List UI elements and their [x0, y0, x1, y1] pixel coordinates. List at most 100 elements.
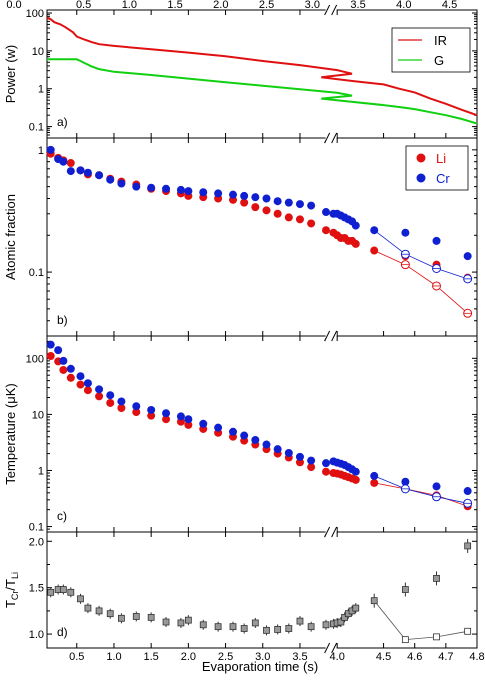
data-point-cr [229, 427, 238, 436]
legend-label-ir: IR [434, 33, 447, 48]
connect-line [374, 475, 468, 504]
data-point-cr [284, 198, 293, 207]
data-point [95, 607, 103, 615]
legend-swatch-cr [416, 173, 426, 183]
data-point-cr [295, 200, 304, 209]
data-point-cr [370, 471, 379, 480]
data-point-cr [229, 190, 238, 199]
bottom-tick-label: 3.0 [255, 651, 270, 663]
data-point-li [322, 467, 331, 476]
bottom-tick-label: 4.8 [469, 651, 484, 663]
data-point-cr [106, 175, 115, 184]
data-point [162, 618, 170, 626]
y-tick-label: 10 [32, 409, 44, 421]
bottom-tick-label: 4.5 [376, 651, 391, 663]
data-point [77, 595, 84, 603]
series-line-ir [46, 16, 478, 117]
data-point [240, 625, 248, 632]
data-point-cr [66, 364, 75, 373]
axis-break-mark [331, 4, 338, 16]
bottom-tick-label: 2.5 [218, 651, 233, 663]
data-point-cr [83, 168, 92, 177]
data-point-cr [66, 167, 75, 176]
axis-break-marks [324, 526, 338, 654]
data-point-cr [251, 193, 260, 202]
data-point-li [95, 392, 104, 401]
data-point-cr [307, 456, 316, 465]
data-point-li [370, 246, 379, 255]
bottom-tick-label: 1.0 [106, 651, 121, 663]
y-tick-label: 100 [26, 8, 44, 20]
data-point-cr [307, 201, 316, 210]
data-point-cr [147, 183, 156, 192]
data-point [296, 617, 304, 625]
data-point-cr [132, 402, 141, 411]
data-point-cr [199, 188, 208, 197]
data-point-cr [162, 184, 171, 193]
data-point-cr [262, 440, 271, 449]
data-point-cr [273, 197, 282, 206]
legend-label-cr: Cr [436, 171, 450, 186]
data-point [199, 621, 207, 629]
top-tick-label: 2.5 [259, 0, 274, 11]
legend-box [391, 27, 471, 73]
data-point-cr [95, 171, 104, 180]
data-point-li [184, 420, 193, 429]
axis-break-mark [324, 526, 331, 538]
legend: Li Cr [405, 145, 469, 191]
data-point-li [370, 478, 379, 487]
data-point [341, 613, 349, 621]
data-point-cr [176, 185, 185, 194]
data-point-li [284, 213, 293, 222]
data-point-li [76, 380, 85, 389]
bottom-tick-label: 4.0 [330, 651, 345, 663]
axis-break-gap [325, 643, 337, 653]
y-axis-label-part: Li [10, 572, 20, 579]
data-point-open [464, 627, 472, 635]
y-tick-label: 1.5 [29, 583, 44, 595]
y-axis-label-part: Cr [10, 591, 20, 601]
data-point-li [117, 404, 126, 413]
y-tick-label: 100 [26, 353, 44, 365]
panel-letter: d) [57, 625, 68, 639]
top-tick-label: 4.5 [442, 0, 457, 11]
data-point-cr [162, 409, 171, 418]
data-point [47, 588, 55, 596]
panel-d-temperature-ratio: 1.0 1.5 2.0 d) TCr/TLi [3, 526, 478, 654]
data-point-cr [59, 157, 68, 166]
y-tick-label: 0.1 [29, 122, 44, 134]
top-tick-label: 2.0 [213, 0, 228, 11]
data-point-li [351, 475, 360, 484]
data-point-li [106, 398, 115, 407]
top-tick-label: 0.0 [6, 0, 21, 11]
panel-c-temperature: 0.1 1 10 100 c) Temperature (μK) [3, 330, 478, 538]
data-point [433, 575, 440, 582]
legend-label-li: Li [436, 151, 446, 166]
top-tick-label: 1.5 [167, 0, 182, 11]
data-point-cr [351, 467, 360, 476]
data-point-cr [214, 189, 223, 198]
data-point-cr [117, 397, 126, 406]
axis-break-mark [331, 526, 338, 538]
data-point-li [83, 386, 92, 395]
data-point-cr [59, 356, 68, 365]
legend-swatch-li [416, 153, 426, 163]
data-point [177, 619, 185, 627]
data-point-cr [176, 412, 185, 421]
top-tick-label: 3.0 [305, 0, 320, 11]
y-tick-label: 10 [32, 46, 44, 58]
data-point-cr [132, 182, 141, 191]
bottom-tick-label: 3.5 [292, 651, 307, 663]
data-point-cr [240, 191, 249, 200]
data-point [337, 618, 345, 626]
y-tick-label: 1 [38, 145, 44, 157]
panel-letter: a) [57, 115, 68, 129]
axis-break-mark [324, 4, 331, 16]
data-point-cr [117, 179, 126, 188]
bottom-tick-label: 1.5 [144, 651, 159, 663]
connect-line [373, 229, 468, 280]
data-point-li [132, 408, 141, 417]
bottom-tick-label: 0.5 [69, 651, 84, 663]
data-point-li [307, 463, 316, 472]
data-point-li [262, 206, 271, 215]
